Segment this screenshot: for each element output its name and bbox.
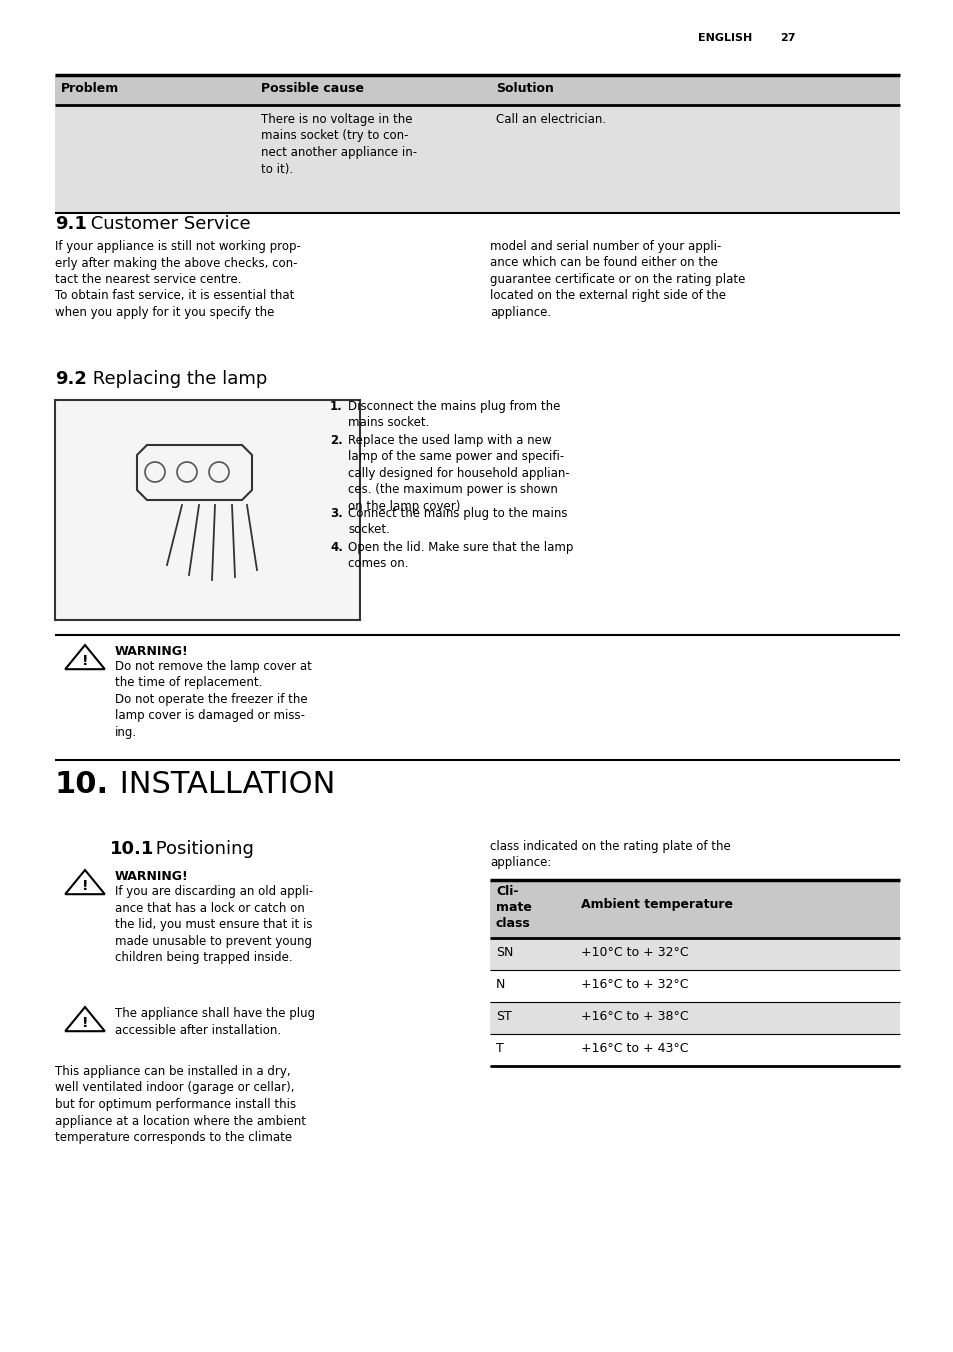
- Text: T: T: [496, 1042, 503, 1055]
- Bar: [490, 969, 899, 1002]
- Text: If your appliance is still not working prop-
erly after making the above checks,: If your appliance is still not working p…: [55, 241, 300, 319]
- Text: WARNING!: WARNING!: [115, 869, 189, 883]
- Text: !: !: [82, 1017, 89, 1030]
- Bar: [490, 1002, 899, 1034]
- Bar: [55, 400, 359, 621]
- Text: 3.: 3.: [330, 507, 342, 521]
- Text: There is no voltage in the
mains socket (try to con-
nect another appliance in-
: There is no voltage in the mains socket …: [261, 114, 416, 176]
- Text: +16°C to + 43°C: +16°C to + 43°C: [580, 1042, 688, 1055]
- Text: Replacing the lamp: Replacing the lamp: [87, 370, 267, 388]
- Text: Replace the used lamp with a new
lamp of the same power and specifi-
cally desig: Replace the used lamp with a new lamp of…: [348, 434, 569, 512]
- Text: INSTALLATION: INSTALLATION: [110, 771, 335, 799]
- Text: Open the lid. Make sure that the lamp
comes on.: Open the lid. Make sure that the lamp co…: [348, 541, 573, 571]
- Bar: [490, 938, 899, 969]
- Text: Positioning: Positioning: [150, 840, 253, 859]
- Text: +16°C to + 32°C: +16°C to + 32°C: [580, 977, 688, 991]
- Text: Possible cause: Possible cause: [261, 82, 364, 95]
- Text: Connect the mains plug to the mains
socket.: Connect the mains plug to the mains sock…: [348, 507, 567, 537]
- Text: ST: ST: [496, 1010, 511, 1023]
- Text: model and serial number of your appli-
ance which can be found either on the
gua: model and serial number of your appli- a…: [490, 241, 744, 319]
- Text: 9.1: 9.1: [55, 215, 87, 233]
- Bar: [55, 400, 359, 621]
- Text: This appliance can be installed in a dry,
well ventilated indoor (garage or cell: This appliance can be installed in a dry…: [55, 1065, 306, 1144]
- Bar: [55, 105, 899, 214]
- Text: N: N: [496, 977, 505, 991]
- Text: Do not remove the lamp cover at
the time of replacement.
Do not operate the free: Do not remove the lamp cover at the time…: [115, 660, 312, 740]
- Text: Customer Service: Customer Service: [85, 215, 251, 233]
- Text: +10°C to + 32°C: +10°C to + 32°C: [580, 946, 688, 959]
- Text: Solution: Solution: [496, 82, 554, 95]
- Text: Disconnect the mains plug from the
mains socket.: Disconnect the mains plug from the mains…: [348, 400, 559, 430]
- Text: 4.: 4.: [330, 541, 342, 554]
- Bar: [490, 1034, 899, 1065]
- Text: 2.: 2.: [330, 434, 342, 448]
- Bar: [55, 74, 899, 105]
- Text: Call an electrician.: Call an electrician.: [496, 114, 605, 126]
- Text: Ambient temperature: Ambient temperature: [580, 898, 732, 911]
- Text: Problem: Problem: [61, 82, 119, 95]
- Text: class indicated on the rating plate of the
appliance:: class indicated on the rating plate of t…: [490, 840, 730, 869]
- Text: WARNING!: WARNING!: [115, 645, 189, 658]
- Text: +16°C to + 38°C: +16°C to + 38°C: [580, 1010, 688, 1023]
- Text: 9.2: 9.2: [55, 370, 87, 388]
- Text: 10.: 10.: [55, 771, 109, 799]
- Text: !: !: [82, 879, 89, 894]
- Text: If you are discarding an old appli-
ance that has a lock or catch on
the lid, yo: If you are discarding an old appli- ance…: [115, 886, 313, 964]
- Bar: [490, 880, 899, 938]
- Text: Cli-
mate
class: Cli- mate class: [496, 886, 532, 930]
- Text: 1.: 1.: [330, 400, 342, 412]
- Text: 27: 27: [780, 32, 795, 43]
- Text: 10.1: 10.1: [110, 840, 154, 859]
- Text: !: !: [82, 654, 89, 668]
- Text: SN: SN: [496, 946, 513, 959]
- Text: The appliance shall have the plug
accessible after installation.: The appliance shall have the plug access…: [115, 1007, 314, 1037]
- Text: ENGLISH: ENGLISH: [698, 32, 752, 43]
